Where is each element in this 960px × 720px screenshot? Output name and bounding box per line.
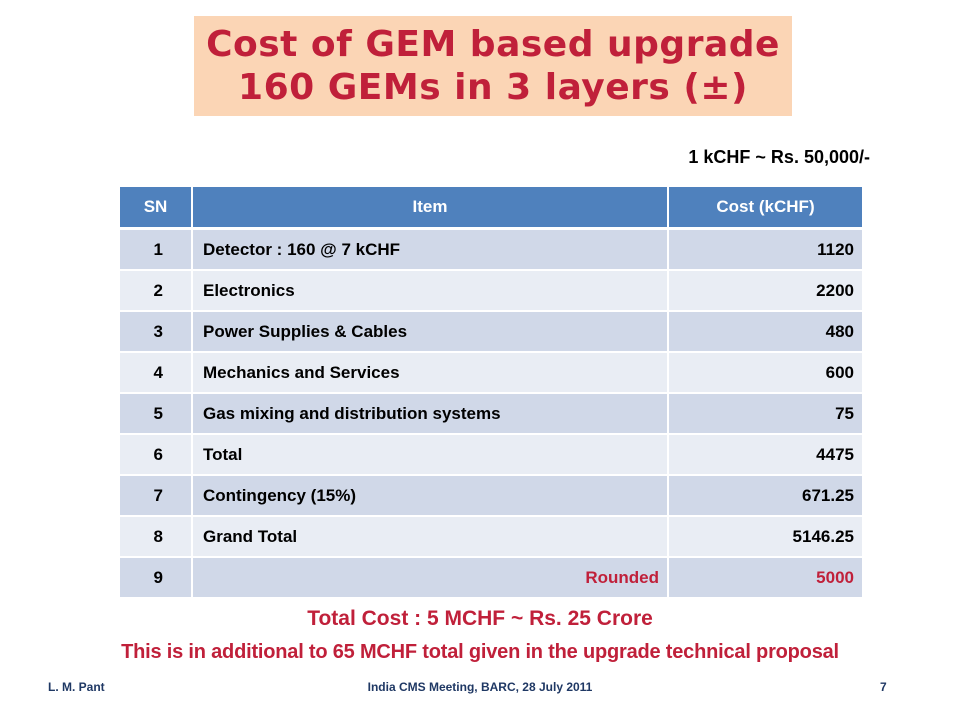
cell-sn: 7 [120, 475, 193, 517]
cell-sn: 5 [120, 393, 193, 435]
footer-author: L. M. Pant [48, 680, 105, 694]
table-row: 3 Power Supplies & Cables 480 [120, 311, 862, 353]
cell-item: Gas mixing and distribution systems [192, 393, 669, 435]
cell-sn: 8 [120, 516, 193, 558]
table-row: 2 Electronics 2200 [120, 270, 862, 312]
table-row: 1 Detector : 160 @ 7 kCHF 1120 [120, 228, 862, 271]
cost-table: SN Item Cost (kCHF) 1 Detector : 160 @ 7… [120, 187, 862, 599]
header-cost: Cost (kCHF) [668, 187, 862, 230]
table-header-row: SN Item Cost (kCHF) [120, 187, 862, 230]
cell-cost: 600 [668, 352, 862, 394]
additional-note-text: This is in additional to 65 MCHF total g… [121, 641, 839, 663]
cell-item: Rounded [192, 557, 669, 599]
cell-item: Detector : 160 @ 7 kCHF [192, 228, 669, 271]
cell-cost: 480 [668, 311, 862, 353]
cell-item: Electronics [192, 270, 669, 312]
title-box: Cost of GEM based upgrade 160 GEMs in 3 … [194, 16, 792, 116]
total-cost-text: Total Cost : 5 MCHF ~ Rs. 25 Crore [307, 607, 653, 630]
table-row: 8 Grand Total 5146.25 [120, 516, 862, 558]
cell-sn: 9 [120, 557, 193, 599]
exchange-rate: 1 kCHF ~ Rs. 50,000/- [688, 147, 870, 167]
cell-cost: 75 [668, 393, 862, 435]
header-sn: SN [120, 187, 193, 230]
cell-item: Contingency (15%) [192, 475, 669, 517]
cell-cost: 5146.25 [668, 516, 862, 558]
cell-item: Mechanics and Services [192, 352, 669, 394]
cell-sn: 3 [120, 311, 193, 353]
table-row: 7 Contingency (15%) 671.25 [120, 475, 862, 517]
table-row: 6 Total 4475 [120, 434, 862, 476]
table-row: 9 Rounded 5000 [120, 557, 862, 599]
footer-page-number: 7 [880, 680, 887, 694]
cell-item: Total [192, 434, 669, 476]
cell-cost: 1120 [668, 228, 862, 271]
table-row: 5 Gas mixing and distribution systems 75 [120, 393, 862, 435]
cell-cost: 4475 [668, 434, 862, 476]
cell-cost: 5000 [668, 557, 862, 599]
cell-sn: 4 [120, 352, 193, 394]
cell-item: Grand Total [192, 516, 669, 558]
table-row: 4 Mechanics and Services 600 [120, 352, 862, 394]
cell-sn: 6 [120, 434, 193, 476]
header-item: Item [192, 187, 669, 230]
cell-sn: 1 [120, 228, 193, 271]
cell-item: Power Supplies & Cables [192, 311, 669, 353]
cell-sn: 2 [120, 270, 193, 312]
cell-cost: 671.25 [668, 475, 862, 517]
footer-event: India CMS Meeting, BARC, 28 July 2011 [367, 680, 593, 694]
cell-cost: 2200 [668, 270, 862, 312]
slide-title-line2: 160 GEMs in 3 layers (±) [238, 67, 748, 108]
slide-title-line1: Cost of GEM based upgrade [206, 24, 780, 65]
